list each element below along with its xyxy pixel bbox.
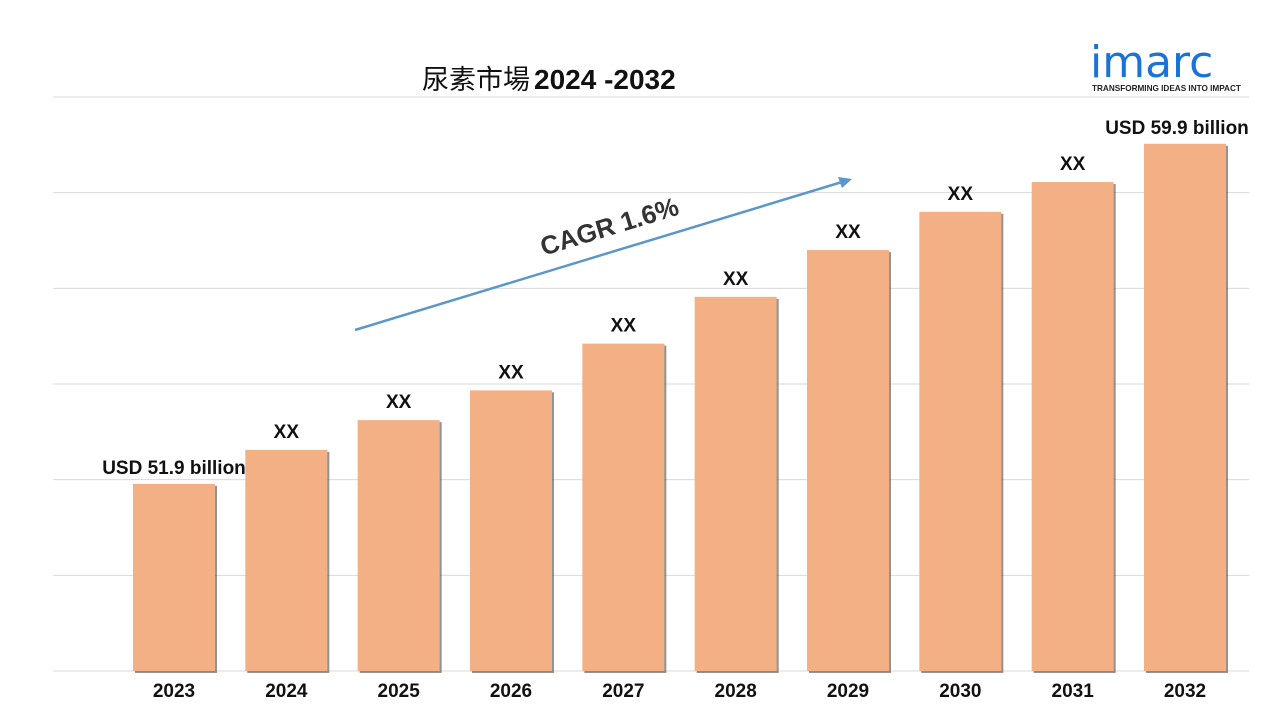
cagr-arrow — [354, 177, 852, 332]
x-tick-2023: 2023 — [153, 681, 195, 702]
x-tick-2029: 2029 — [827, 681, 869, 702]
x-axis-tick-labels: 2023 2024 2025 2026 2027 2028 2029 2030 2031 2032 — [153, 681, 1206, 702]
chart-title-years: 2024 -2032 — [534, 64, 676, 95]
bar-2024 — [245, 449, 328, 671]
bars — [133, 143, 1228, 674]
bar-2030 — [919, 211, 1002, 672]
logo-wordmark: imarc — [1090, 37, 1213, 88]
bar-2027 — [582, 343, 665, 671]
x-tick-2025: 2025 — [378, 681, 421, 702]
x-tick-2026: 2026 — [490, 681, 532, 702]
cagr-arrow-line — [354, 180, 843, 332]
data-label-2030: XX — [948, 184, 974, 205]
data-label-2027: XX — [611, 316, 637, 337]
imarc-logo: imarc TRANSFORMING IDEAS INTO IMPACT — [1090, 37, 1241, 93]
bar-2029 — [807, 250, 889, 672]
bar-2032 — [1144, 143, 1226, 671]
data-label-2026: XX — [498, 362, 524, 383]
chart-title-text: 尿素市場 — [422, 65, 530, 96]
x-tick-2031: 2031 — [1052, 681, 1095, 702]
x-tick-2030: 2030 — [939, 681, 981, 702]
data-label-2024: XX — [274, 422, 300, 443]
bar-2025 — [357, 420, 440, 671]
data-label-2029: XX — [835, 222, 861, 243]
x-tick-2024: 2024 — [265, 681, 308, 702]
data-label-2032: USD 59.9 billion — [1105, 118, 1249, 139]
data-label-2025: XX — [386, 392, 412, 413]
data-label-2028: XX — [723, 269, 749, 290]
data-label-2023: USD 51.9 billion — [102, 458, 246, 479]
bar-2031 — [1031, 182, 1114, 671]
data-label-2031: XX — [1060, 154, 1086, 175]
data-labels: USD 51.9 billion XX XX XX XX XX XX XX XX USD 59.9… — [102, 118, 1249, 479]
bar-2028 — [694, 296, 777, 671]
bar-2026 — [470, 390, 552, 671]
bar-2023 — [133, 483, 215, 671]
x-tick-2028: 2028 — [715, 681, 757, 702]
logo-tagline: TRANSFORMING IDEAS INTO IMPACT — [1092, 84, 1241, 93]
x-tick-2027: 2027 — [602, 681, 644, 702]
cagr-annotation: CAGR 1.6% — [537, 191, 683, 262]
chart-title: 尿素市場 2024 -2032 — [422, 64, 676, 96]
cagr-arrow-head — [838, 177, 852, 188]
x-tick-2032: 2032 — [1164, 681, 1206, 702]
